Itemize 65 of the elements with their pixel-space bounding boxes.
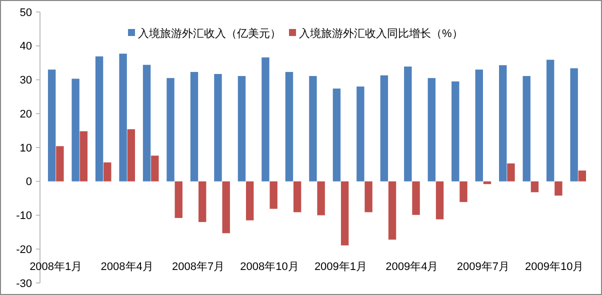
bar [119,54,127,182]
bar [198,181,206,222]
legend-label: 入境旅游外汇收入同比增长（%） [299,26,463,40]
x-tick-label: 2009年10月 [525,260,584,273]
bar [483,181,492,184]
bar [530,181,539,192]
bar [570,68,578,182]
bar [80,131,88,182]
bar [293,181,302,212]
y-tick-label: 20 [20,108,32,120]
bar [142,64,151,182]
y-tick-label: 30 [20,74,32,87]
bar [262,57,270,182]
bar [364,181,372,212]
y-tick-label: 40 [20,40,32,53]
x-tick-label: 2008年10月 [240,260,299,273]
bar [428,78,436,182]
y-tick-label: -10 [16,210,32,222]
bar [238,76,246,182]
bar [309,76,317,182]
x-tick-label: 2008年7月 [172,260,225,273]
bar [499,65,507,182]
bar [460,181,468,202]
bar [56,146,64,182]
bar [222,181,230,234]
bar [380,75,388,182]
x-tick-label: 2009年1月 [314,260,368,273]
bar [72,78,80,182]
bar [340,181,349,246]
legend-label: 入境旅游外汇收入（亿美元） [138,26,281,40]
bar [317,181,325,216]
bar [554,181,562,196]
bar [246,181,254,220]
bar [356,86,364,182]
bar [285,72,294,182]
bar [166,78,174,182]
bar [546,60,554,182]
bar [578,170,586,182]
bar [507,163,515,182]
y-tick-label: -20 [16,244,32,256]
x-tick-label: 2009年4月 [386,260,438,273]
bar [95,56,104,182]
x-tick-label: 2008年1月 [30,260,82,273]
bar [190,72,198,182]
bar [475,70,483,182]
bar [522,76,530,182]
y-tick-label: 0 [26,176,32,188]
bar [270,181,278,209]
bar [412,181,420,215]
y-tick-label: 50 [20,6,32,19]
bar [174,181,182,218]
x-tick-label: 2009年7月 [456,260,510,273]
y-tick-label: -30 [16,278,32,290]
bar [388,181,396,240]
bar [104,162,112,182]
bar [48,70,56,182]
bar [332,88,341,182]
bar [151,156,159,182]
bar [214,74,222,182]
x-tick-label: 2008年4月 [100,260,154,273]
y-tick-label: 10 [20,142,32,154]
bar [127,129,135,182]
bar [436,181,444,220]
bar [404,66,412,182]
bar [452,81,460,182]
